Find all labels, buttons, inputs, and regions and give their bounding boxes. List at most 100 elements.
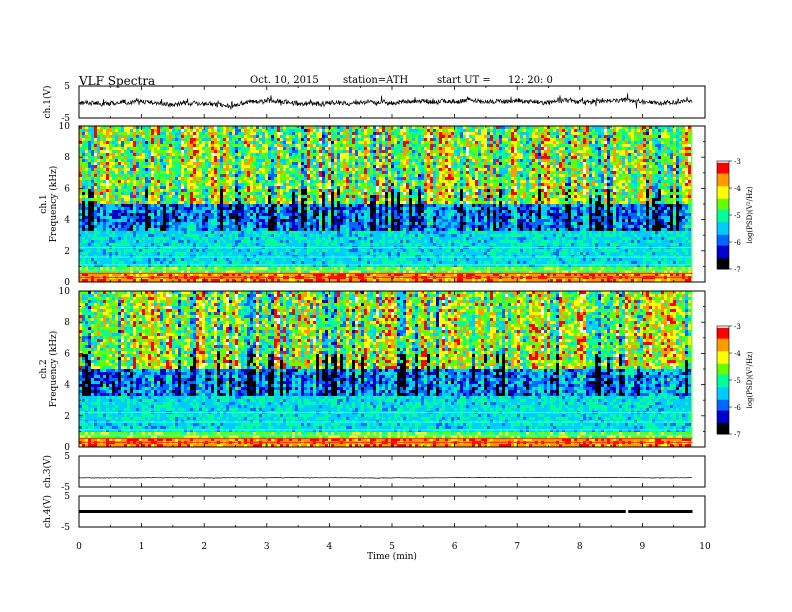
ch1-spec-cell <box>199 138 202 141</box>
ch1-spec-cell <box>388 165 391 168</box>
ch1-spec-cell <box>187 168 190 171</box>
ch1-spec-cell <box>457 138 460 144</box>
ch1-spec-cell <box>460 231 463 234</box>
ch1-spec-cell <box>337 222 340 225</box>
ch1-spec-cell <box>208 180 211 186</box>
ch1-spec-cell <box>211 156 214 162</box>
ch1-spec-cell <box>316 141 319 144</box>
ch1-spec-cell <box>466 192 469 195</box>
ch1-spec-cell <box>271 204 274 213</box>
ch1-spec-cell <box>352 213 355 219</box>
ch1-spec-cell <box>394 162 397 165</box>
ch1-spec-cell <box>214 213 217 216</box>
ch1-spec-cell <box>376 213 379 219</box>
ch1-spec-cell <box>169 201 172 204</box>
ch1-spec-cell <box>319 147 322 150</box>
ch1-spec-cell <box>322 261 325 267</box>
ch1-spec-cell <box>97 189 100 192</box>
ch1-spec-cell <box>130 204 133 207</box>
ch1-spec-cell <box>301 150 304 153</box>
ch1-spec-cell <box>421 201 424 204</box>
ch1-spec-cell <box>115 210 118 219</box>
ch1-spec-cell <box>334 249 337 252</box>
ch1-spec-cell <box>268 207 271 210</box>
ch1-spec-cell <box>97 156 100 159</box>
ch1-spec-cell <box>280 198 283 201</box>
ch1-spec-cell <box>253 135 256 138</box>
ch1-spec-cell <box>286 222 289 225</box>
ch1-spec-cell <box>295 186 298 189</box>
ch1-spec-cell <box>274 144 277 147</box>
ch1-spec-cell <box>415 180 418 186</box>
ch1-spec-cell <box>415 258 418 267</box>
ch1-spec-cell <box>232 144 235 147</box>
ch1-spec-cell <box>211 189 214 192</box>
ch1-spec-cell <box>307 180 310 183</box>
ch1-spec-cell <box>178 258 181 264</box>
ch1-spec-cell <box>382 126 385 132</box>
ch1-spec-cell <box>313 180 316 183</box>
ch1-spec-cell <box>370 234 373 237</box>
ch1-spec-cell <box>190 138 193 144</box>
ch1-spec-cell <box>283 171 286 180</box>
ch1-spec-cell <box>250 204 253 207</box>
ch1-spec-cell <box>316 171 319 177</box>
ch1-spec-cell <box>397 135 400 138</box>
ch1-spec-cell <box>265 132 268 138</box>
ch1-spec-cell <box>319 186 322 189</box>
ch1-spec-cell <box>334 183 337 186</box>
ch1-spec-cell <box>445 198 448 201</box>
ch1-spec-cell <box>121 246 124 261</box>
ch1-spec-cell <box>451 228 454 234</box>
ch1-spec-cell <box>394 186 397 189</box>
ch1-spec-cell <box>262 144 265 147</box>
ch1-spec-cell <box>118 201 121 204</box>
ch1-spec-cell <box>361 249 364 252</box>
ch1-spec-cell <box>223 198 226 201</box>
ch1-spec-cell <box>466 195 469 201</box>
ch1-spec-cell <box>376 132 379 135</box>
ch1-spec-cell <box>259 183 262 189</box>
ch1-spec-cell <box>451 159 454 162</box>
ch1-spec-cell <box>109 180 112 183</box>
ch1-spec-cell <box>382 198 385 201</box>
ch1-spec-cell <box>376 225 379 231</box>
ch1-spec-cell <box>157 237 160 243</box>
ch1-spec-cell <box>361 252 364 261</box>
ch1-spec-cell <box>295 180 298 186</box>
ch1-spec-cell <box>409 225 412 231</box>
ch1-spec-cell <box>406 180 409 183</box>
ch1-spec-cell <box>478 168 481 171</box>
ch1-spec-cell <box>178 174 181 177</box>
ch1-spec-cell <box>289 207 292 210</box>
ch1-spec-cell <box>280 150 283 153</box>
ch1-spec-cell <box>232 189 235 198</box>
ch1-spec-cell <box>160 240 163 243</box>
ch1-spec-cell <box>130 135 133 138</box>
ch1-spec-cell <box>100 162 103 165</box>
ch1-spec-cell <box>364 213 367 219</box>
ch1-spec-cell <box>451 252 454 261</box>
ch1-spec-cell <box>364 150 367 156</box>
ch1-spec-cell <box>136 222 139 225</box>
ch1-spec-cell <box>427 165 430 168</box>
ch1-spec-cell <box>175 186 178 189</box>
ch1-spec-cell <box>277 192 280 198</box>
ch1-spec-cell <box>181 159 184 162</box>
ch1-spec-cell <box>214 129 217 132</box>
ch1-spec-cell <box>352 195 355 198</box>
ch1-spec-cell <box>352 150 355 153</box>
ch1-spec-cell <box>409 243 412 258</box>
ch1-spec-cell <box>361 207 364 210</box>
ch1-spec-cell <box>106 243 109 246</box>
ch1-spec-cell <box>382 252 385 255</box>
ch1-spec-cell <box>373 135 376 138</box>
ch1-spec-cell <box>466 147 469 156</box>
ch1-spec-cell <box>310 138 313 141</box>
ch1-spec-cell <box>262 132 265 144</box>
ch1-spec-cell <box>400 222 403 225</box>
ch1-spec-cell <box>457 144 460 147</box>
ch1-spec-cell <box>331 225 334 228</box>
ch1-spec-cell <box>226 126 229 132</box>
ch1-spec-cell <box>340 237 343 243</box>
